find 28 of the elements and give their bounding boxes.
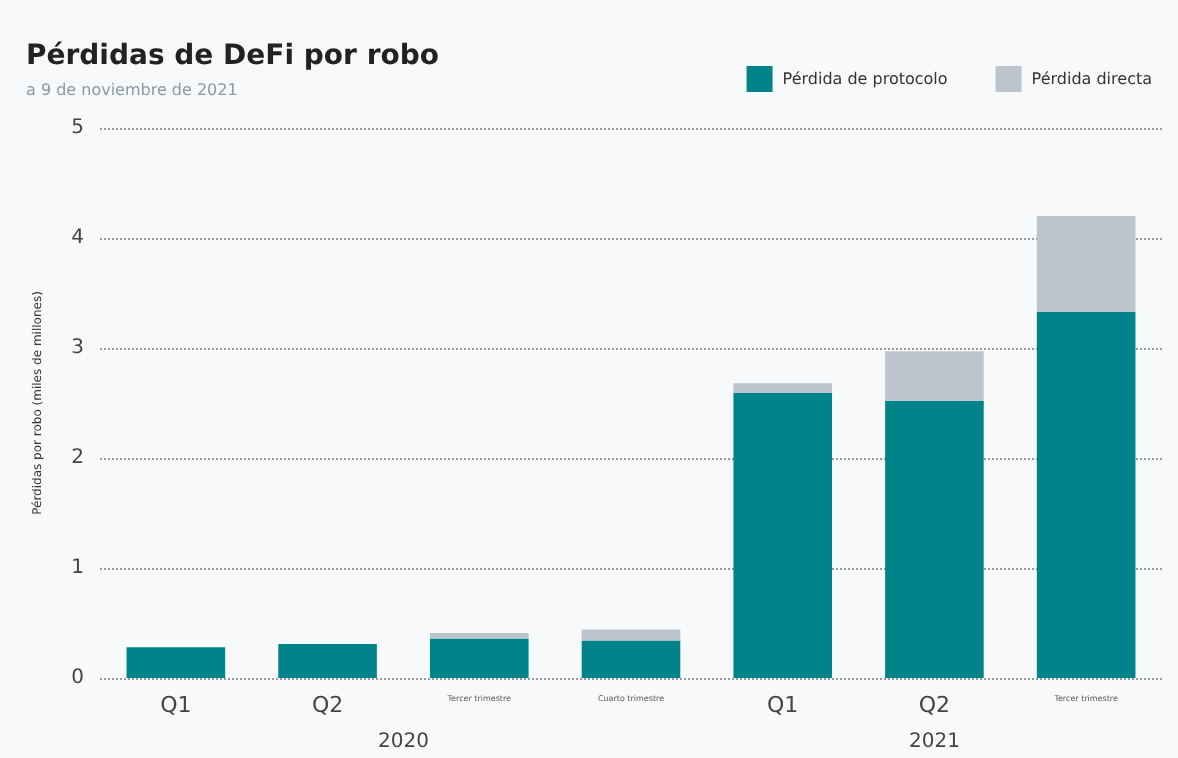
y-tick-label: 3 <box>71 337 84 359</box>
bar <box>429 638 529 678</box>
x-tick-label: Q1 <box>160 692 192 718</box>
chart-title: Pérdidas de DeFi por robo <box>26 40 440 72</box>
legend-label: Pérdida directa <box>1031 70 1153 88</box>
x-tick-label: Q1 <box>767 692 799 718</box>
bar <box>885 400 984 678</box>
y-tick-label: 5 <box>71 117 84 139</box>
y-tick-label: 4 <box>71 227 84 249</box>
bar <box>278 643 377 678</box>
bar <box>733 393 833 678</box>
bar <box>1036 216 1136 312</box>
legend-label: Pérdida de protocolo <box>782 70 948 88</box>
bar <box>581 629 681 641</box>
y-tick-label: 1 <box>71 557 84 579</box>
bar <box>1036 311 1136 678</box>
chart-subtitle: a 9 de noviembre de 2021 <box>26 81 238 99</box>
y-tick-label: 2 <box>71 447 84 469</box>
x-tick-label: Q2 <box>918 692 951 718</box>
bar <box>429 632 529 639</box>
text: 2020 <box>377 731 429 753</box>
x-tick-label: Q2 <box>311 692 344 718</box>
text: 2021 <box>908 731 960 753</box>
y-tick-label: 0 <box>71 667 84 689</box>
bar <box>581 640 681 678</box>
bar <box>126 647 226 678</box>
bar <box>733 383 833 394</box>
bar <box>885 351 984 401</box>
